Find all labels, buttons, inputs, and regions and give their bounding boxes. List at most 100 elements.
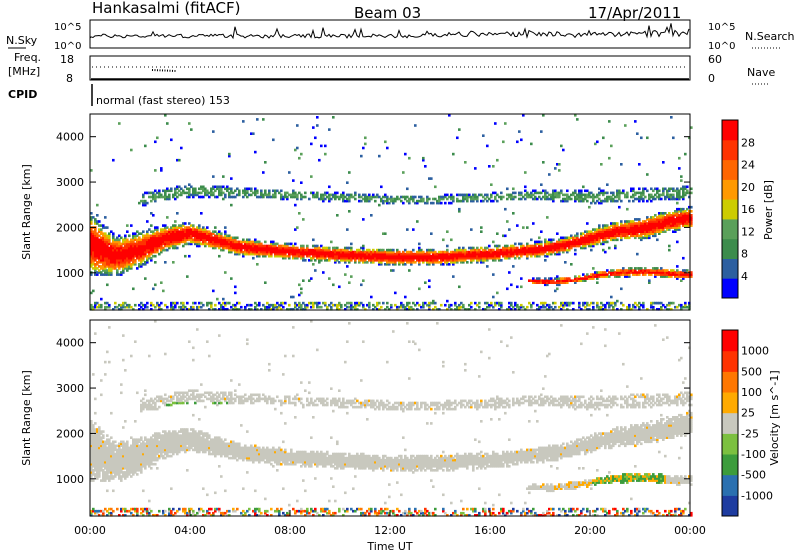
heatmap-cell [648,226,651,229]
heatmap-cell [150,230,153,233]
heatmap-cell [570,236,573,240]
heatmap-cell [576,236,579,240]
heatmap-cell [386,195,389,199]
heatmap-cell [526,250,529,254]
heatmap-cell [244,191,247,195]
heatmap-cell [90,240,93,244]
heatmap-cell [484,246,487,250]
heatmap-cell [622,271,625,274]
heatmap-cell [252,242,255,246]
heatmap-cell [574,238,577,242]
heatmap-cell [540,244,543,248]
heatmap-cell [264,254,267,258]
heatmap-cell [348,193,351,197]
heatmap-cell [402,261,405,264]
heatmap-cell [542,189,545,193]
heatmap-cell [366,303,369,307]
heatmap-cell [98,248,101,252]
heatmap-cell [458,199,461,203]
heatmap-cell [108,263,111,266]
heatmap-cell [564,261,567,264]
heatmap-cell [638,224,641,227]
heatmap-cell [234,303,237,307]
heatmap-cell [516,254,519,258]
heatmap-cell [206,242,209,246]
heatmap-cell [276,252,279,256]
heatmap-cell [220,232,223,235]
heatmap-cell [428,301,431,305]
heatmap-cell [676,275,679,278]
heatmap-cell [552,281,555,284]
heatmap-cell [450,201,453,205]
heatmap-cell [332,252,335,256]
heatmap-cell [648,195,651,199]
heatmap-cell [578,277,581,280]
heatmap-cell [178,189,181,193]
heatmap-cell [158,305,161,309]
heatmap-cell [580,195,583,199]
heatmap-cell [258,303,261,307]
heatmap-cell [348,252,351,256]
heatmap-cell [664,218,667,221]
heatmap-cell [614,232,617,235]
heatmap-cell [586,234,589,238]
heatmap-cell [314,269,317,272]
heatmap-cell [184,191,187,195]
heatmap-cell [156,232,159,235]
heatmap-cell [518,130,521,133]
heatmap-cell [346,254,349,258]
heatmap-cell [332,195,335,199]
heatmap-cell [590,236,593,240]
heatmap-cell [204,187,207,191]
heatmap-cell [298,252,301,256]
heatmap-cell [342,254,345,258]
heatmap-cell [452,152,455,156]
heatmap-cell [186,242,189,246]
heatmap-cell [172,224,175,227]
heatmap-cell [190,185,193,189]
heatmap-cell [458,246,461,250]
heatmap-cell [202,232,205,235]
heatmap-cell [224,187,227,191]
heatmap-cell [140,246,143,250]
heatmap-cell [104,242,107,246]
heatmap-cell [370,254,373,258]
heatmap-cell [648,220,651,223]
heatmap-cell [366,248,369,252]
heatmap-cell [230,189,233,193]
heatmap-cell [300,250,303,254]
heatmap-cell [476,261,479,264]
heatmap-cell [132,250,135,254]
heatmap-cell [536,242,539,246]
heatmap-cell [494,256,497,260]
heatmap-cell [248,252,251,256]
heatmap-cell [150,250,153,254]
heatmap-cell [382,199,385,203]
heatmap-cell [182,308,185,311]
beam-label: Beam 03 [354,4,421,22]
heatmap-cell [122,303,125,307]
heatmap-cell [472,246,475,250]
heatmap-cell [282,248,285,252]
heatmap-cell [142,195,145,199]
heatmap-cell [654,222,657,225]
heatmap-cell [182,228,185,231]
heatmap-cell [148,242,151,246]
heatmap-cell [640,224,643,227]
heatmap-cell [106,350,109,354]
heatmap-cell [280,189,283,193]
heatmap-cell [324,144,327,148]
heatmap-cell [178,232,181,235]
heatmap-cell [464,252,467,256]
heatmap-cell [620,234,623,238]
heatmap-cell [362,244,365,248]
heatmap-cell [650,269,653,272]
heatmap-cell [112,259,115,262]
heatmap-cell [170,301,173,305]
heatmap-cell [474,195,477,199]
heatmap-cell [124,267,127,270]
heatmap-cell [214,226,217,229]
heatmap-cell [630,269,633,272]
heatmap-cell [342,197,345,201]
heatmap-cell [608,275,611,278]
